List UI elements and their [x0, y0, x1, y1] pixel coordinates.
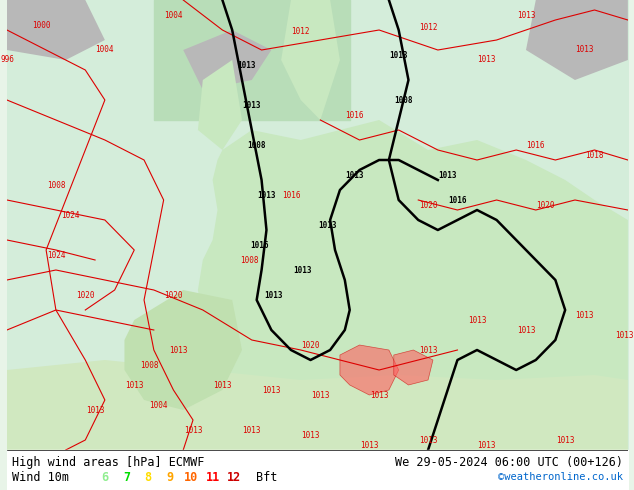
Text: 1012: 1012: [292, 27, 310, 36]
Text: Wind 10m: Wind 10m: [12, 470, 69, 484]
Text: 1024: 1024: [61, 211, 80, 220]
Polygon shape: [198, 120, 628, 450]
Polygon shape: [183, 30, 271, 90]
Text: 1013: 1013: [86, 406, 105, 415]
Text: 8: 8: [145, 470, 152, 484]
Text: 1013: 1013: [419, 345, 437, 354]
Text: 1013: 1013: [517, 325, 535, 335]
Text: 1020: 1020: [419, 200, 437, 210]
Text: 1013: 1013: [318, 220, 337, 229]
Polygon shape: [526, 0, 628, 80]
Text: 1013: 1013: [556, 436, 574, 444]
Text: 1013: 1013: [419, 436, 437, 444]
Text: 1013: 1013: [468, 316, 486, 324]
Text: 1004: 1004: [164, 10, 183, 20]
Text: 1020: 1020: [301, 341, 320, 349]
Text: 11: 11: [205, 470, 220, 484]
Text: 1013: 1013: [262, 386, 281, 394]
Text: 1013: 1013: [169, 345, 188, 354]
Polygon shape: [394, 350, 433, 385]
Text: 1024: 1024: [47, 250, 65, 260]
Text: 1013: 1013: [477, 55, 496, 65]
Text: 996: 996: [0, 55, 14, 65]
Text: 1008: 1008: [139, 361, 158, 369]
Text: ©weatheronline.co.uk: ©weatheronline.co.uk: [498, 472, 623, 482]
Text: 1013: 1013: [576, 311, 594, 319]
Text: 1004: 1004: [150, 400, 168, 410]
Text: 1004: 1004: [96, 46, 114, 54]
Text: 1013: 1013: [438, 171, 457, 179]
Polygon shape: [7, 0, 105, 60]
Polygon shape: [7, 360, 628, 450]
Text: 1020: 1020: [536, 200, 555, 210]
Text: 1020: 1020: [164, 291, 183, 299]
Text: Bft: Bft: [256, 470, 277, 484]
Text: 1013: 1013: [243, 100, 261, 109]
Text: 1013: 1013: [294, 266, 312, 274]
Text: 1008: 1008: [247, 141, 266, 149]
Text: 1013: 1013: [576, 46, 594, 54]
Text: 1013: 1013: [301, 431, 320, 440]
Text: 1013: 1013: [370, 391, 389, 399]
Text: 1000: 1000: [32, 21, 51, 29]
Text: We 29-05-2024 06:00 UTC (00+126): We 29-05-2024 06:00 UTC (00+126): [395, 456, 623, 468]
Text: 1013: 1013: [311, 391, 330, 399]
Text: 1008: 1008: [47, 180, 65, 190]
Text: 1013: 1013: [125, 381, 143, 390]
Text: High wind areas [hPa] ECMWF: High wind areas [hPa] ECMWF: [12, 456, 204, 468]
Text: 1013: 1013: [477, 441, 496, 449]
Text: 1008: 1008: [240, 255, 259, 265]
Text: 1013: 1013: [257, 191, 276, 199]
Text: 1016: 1016: [250, 241, 269, 249]
Text: 1018: 1018: [585, 150, 604, 160]
Text: 9: 9: [166, 470, 173, 484]
Text: 1013: 1013: [517, 10, 535, 20]
Text: 1008: 1008: [394, 96, 413, 104]
Text: 1020: 1020: [76, 291, 94, 299]
Text: 1013: 1013: [389, 50, 408, 59]
Text: 1016: 1016: [281, 191, 301, 199]
Text: 1013: 1013: [360, 441, 378, 449]
Polygon shape: [198, 60, 242, 150]
Text: 1013: 1013: [243, 425, 261, 435]
Text: 1013: 1013: [184, 425, 202, 435]
Text: 10: 10: [184, 470, 198, 484]
Text: 1013: 1013: [615, 330, 633, 340]
Text: 1013: 1013: [264, 291, 283, 299]
Text: 1013: 1013: [213, 381, 231, 390]
Polygon shape: [340, 345, 399, 395]
Text: 1012: 1012: [419, 24, 437, 32]
Polygon shape: [281, 0, 340, 120]
Text: 1016: 1016: [448, 196, 467, 204]
Text: 7: 7: [123, 470, 130, 484]
Text: 6: 6: [101, 470, 108, 484]
Text: 1013: 1013: [238, 60, 256, 70]
Text: 1016: 1016: [527, 141, 545, 149]
Text: 1016: 1016: [346, 111, 364, 120]
Text: 1013: 1013: [346, 171, 364, 179]
Polygon shape: [124, 290, 242, 410]
Text: 12: 12: [227, 470, 242, 484]
